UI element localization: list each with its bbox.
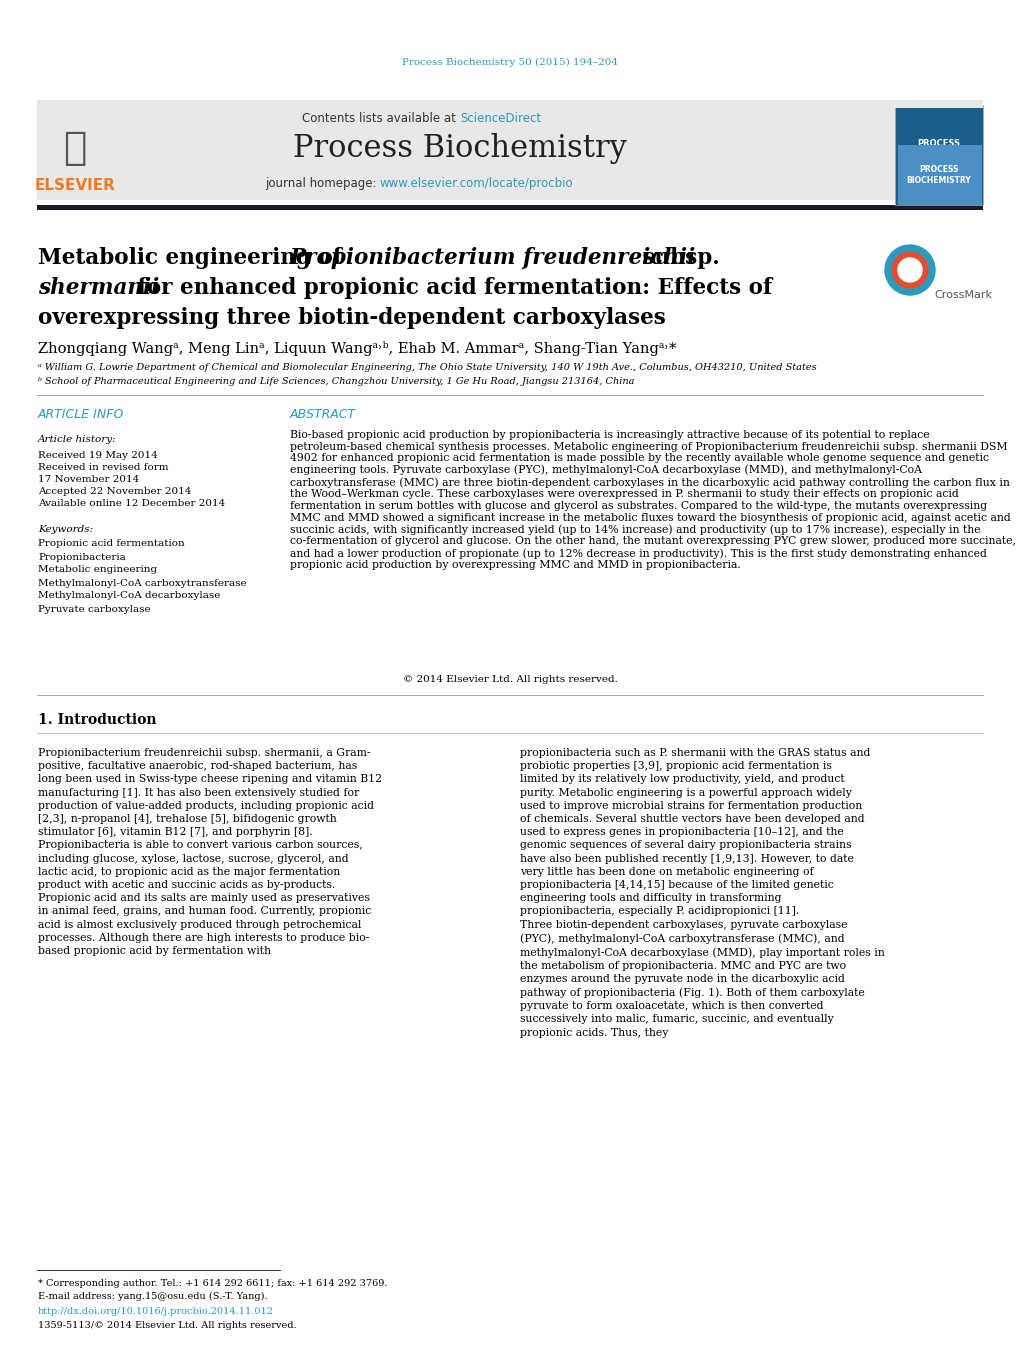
Text: Received in revised form: Received in revised form bbox=[38, 462, 168, 471]
Text: journal homepage:: journal homepage: bbox=[265, 177, 380, 189]
Text: ELSEVIER: ELSEVIER bbox=[35, 177, 115, 192]
Bar bbox=[897, 145, 981, 205]
Text: Metabolic engineering: Metabolic engineering bbox=[38, 566, 157, 574]
Text: ᵃ William G. Lowrie Department of Chemical and Biomolecular Engineering, The Ohi: ᵃ William G. Lowrie Department of Chemic… bbox=[38, 363, 816, 373]
Circle shape bbox=[892, 253, 927, 288]
Text: Propionibacteria: Propionibacteria bbox=[38, 553, 125, 562]
Text: www.elsevier.com/locate/procbio: www.elsevier.com/locate/procbio bbox=[380, 177, 573, 189]
Text: * Corresponding author. Tel.: +1 614 292 6611; fax: +1 614 292 3769.: * Corresponding author. Tel.: +1 614 292… bbox=[38, 1278, 387, 1288]
Bar bbox=[37, 205, 982, 209]
Text: Zhongqiang Wangᵃ, Meng Linᵃ, Liquun Wangᵃ˒ᵇ, Ehab M. Ammarᵃ, Shang-Tian Yangᵃ˒*: Zhongqiang Wangᵃ, Meng Linᵃ, Liquun Wang… bbox=[38, 340, 676, 355]
Circle shape bbox=[884, 245, 934, 295]
Text: Accepted 22 November 2014: Accepted 22 November 2014 bbox=[38, 486, 192, 496]
Text: Process Biochemistry 50 (2015) 194–204: Process Biochemistry 50 (2015) 194–204 bbox=[401, 58, 618, 66]
Text: E-mail address: yang.15@osu.edu (S.-T. Yang).: E-mail address: yang.15@osu.edu (S.-T. Y… bbox=[38, 1292, 267, 1301]
Text: http://dx.doi.org/10.1016/j.procbio.2014.11.012: http://dx.doi.org/10.1016/j.procbio.2014… bbox=[38, 1306, 274, 1316]
Text: PROCESS
BIOCHEM
ISTRY: PROCESS BIOCHEM ISTRY bbox=[916, 139, 960, 170]
Text: ARTICLE INFO: ARTICLE INFO bbox=[38, 408, 124, 422]
Text: Process Biochemistry: Process Biochemistry bbox=[292, 132, 627, 163]
Bar bbox=[37, 100, 181, 200]
Text: Pyruvate carboxylase: Pyruvate carboxylase bbox=[38, 604, 151, 613]
Bar bbox=[37, 100, 900, 200]
Text: CrossMark: CrossMark bbox=[933, 290, 991, 300]
Text: Available online 12 December 2014: Available online 12 December 2014 bbox=[38, 499, 225, 508]
Text: Contents lists available at: Contents lists available at bbox=[302, 112, 460, 124]
Text: Propionic acid fermentation: Propionic acid fermentation bbox=[38, 539, 184, 549]
Text: 17 November 2014: 17 November 2014 bbox=[38, 474, 140, 484]
Text: Metabolic engineering of: Metabolic engineering of bbox=[38, 247, 350, 269]
Text: ABSTRACT: ABSTRACT bbox=[289, 408, 356, 422]
Bar bbox=[894, 105, 982, 205]
Text: Received 19 May 2014: Received 19 May 2014 bbox=[38, 450, 158, 459]
Bar bbox=[894, 100, 982, 108]
Text: shermanii: shermanii bbox=[38, 277, 159, 299]
Text: 1359-5113/© 2014 Elsevier Ltd. All rights reserved.: 1359-5113/© 2014 Elsevier Ltd. All right… bbox=[38, 1320, 297, 1329]
Text: 1. Introduction: 1. Introduction bbox=[38, 713, 156, 727]
Text: Keywords:: Keywords: bbox=[38, 526, 93, 535]
Text: Methylmalonyl-CoA decarboxylase: Methylmalonyl-CoA decarboxylase bbox=[38, 592, 220, 600]
Text: Propionibacterium freudenreichii: Propionibacterium freudenreichii bbox=[289, 247, 696, 269]
Text: overexpressing three biotin-dependent carboxylases: overexpressing three biotin-dependent ca… bbox=[38, 307, 665, 330]
Text: 🌳: 🌳 bbox=[63, 128, 87, 168]
Text: PROCESS
BIOCHEMISTRY: PROCESS BIOCHEMISTRY bbox=[906, 165, 970, 185]
Text: ScienceDirect: ScienceDirect bbox=[460, 112, 541, 124]
Text: subsp.: subsp. bbox=[635, 247, 719, 269]
Circle shape bbox=[897, 258, 921, 282]
Text: Article history:: Article history: bbox=[38, 435, 116, 444]
Text: Bio-based propionic acid production by propionibacteria is increasingly attracti: Bio-based propionic acid production by p… bbox=[289, 430, 1015, 570]
Text: ᵇ School of Pharmaceutical Engineering and Life Sciences, Changzhou University, : ᵇ School of Pharmaceutical Engineering a… bbox=[38, 377, 634, 386]
Text: Propionibacterium freudenreichii subsp. shermanii, a Gram-
positive, facultative: Propionibacterium freudenreichii subsp. … bbox=[38, 748, 382, 957]
Text: Methylmalonyl-CoA carboxytransferase: Methylmalonyl-CoA carboxytransferase bbox=[38, 578, 247, 588]
Text: propionibacteria such as P. shermanii with the GRAS status and
probiotic propert: propionibacteria such as P. shermanii wi… bbox=[520, 748, 883, 1038]
Text: © 2014 Elsevier Ltd. All rights reserved.: © 2014 Elsevier Ltd. All rights reserved… bbox=[403, 676, 616, 685]
Text: for enhanced propionic acid fermentation: Effects of: for enhanced propionic acid fermentation… bbox=[129, 277, 771, 299]
